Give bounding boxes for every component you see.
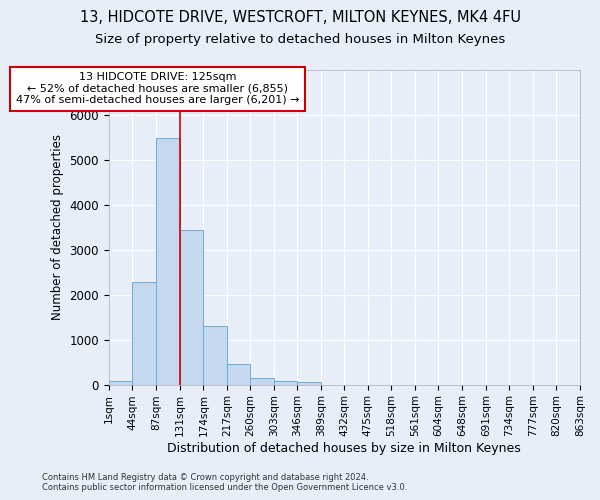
X-axis label: Distribution of detached houses by size in Milton Keynes: Distribution of detached houses by size … bbox=[167, 442, 521, 455]
Bar bbox=[109, 381, 132, 384]
Bar bbox=[132, 282, 156, 384]
Bar bbox=[298, 382, 321, 384]
Bar bbox=[227, 364, 250, 384]
Y-axis label: Number of detached properties: Number of detached properties bbox=[51, 134, 64, 320]
Bar bbox=[250, 378, 274, 384]
Text: Size of property relative to detached houses in Milton Keynes: Size of property relative to detached ho… bbox=[95, 32, 505, 46]
Bar bbox=[180, 230, 203, 384]
Bar bbox=[274, 381, 298, 384]
Bar bbox=[156, 138, 180, 384]
Text: 13, HIDCOTE DRIVE, WESTCROFT, MILTON KEYNES, MK4 4FU: 13, HIDCOTE DRIVE, WESTCROFT, MILTON KEY… bbox=[79, 10, 521, 25]
Text: Contains HM Land Registry data © Crown copyright and database right 2024.
Contai: Contains HM Land Registry data © Crown c… bbox=[42, 473, 407, 492]
Bar bbox=[203, 326, 227, 384]
Text: 13 HIDCOTE DRIVE: 125sqm
← 52% of detached houses are smaller (6,855)
47% of sem: 13 HIDCOTE DRIVE: 125sqm ← 52% of detach… bbox=[16, 72, 299, 106]
